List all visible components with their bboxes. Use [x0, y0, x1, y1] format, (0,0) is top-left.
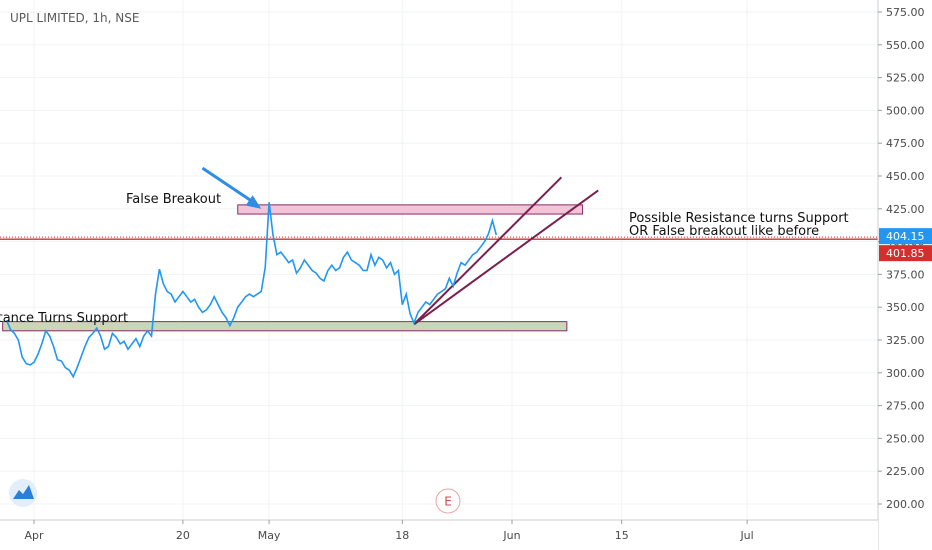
level-price-tag [879, 245, 932, 262]
possible-support-label-line2: OR False breakout like before [629, 224, 819, 239]
price-tick-label: 475.00 [886, 137, 925, 150]
time-tick-label: 20 [176, 529, 190, 542]
price-tick-label: 425.00 [886, 203, 925, 216]
last-price-tag-label: 404.15 [886, 230, 925, 243]
price-series-line [5, 202, 498, 379]
resistance-turns-support-label: Resistance Turns Support [0, 311, 128, 326]
price-tick-label: 375.00 [886, 268, 925, 281]
time-axis[interactable]: Apr 20 May 18 Jun 15 Jul [0, 519, 878, 550]
price-tick-label: 300.00 [886, 367, 925, 380]
time-tick-label: Apr [24, 529, 44, 542]
price-tick-label: 250.00 [886, 432, 925, 445]
trendline [413, 189, 599, 326]
upper-zone [237, 204, 584, 215]
grid [0, 0, 878, 520]
price-axis[interactable]: 575.00 550.00 525.00 500.00 475.00 450.00 425.… [877, 0, 932, 550]
time-tick-label: 18 [395, 529, 409, 542]
chart-title: UPL LIMITED, 1h, NSE [10, 11, 139, 25]
time-tick-label: May [258, 529, 281, 542]
lower-zone [2, 321, 568, 332]
price-tick-label: 525.00 [886, 72, 925, 85]
arrow-annotation [201, 166, 262, 209]
time-tick-label: Jun [502, 529, 520, 542]
false-breakout-label: False Breakout [126, 192, 221, 207]
time-axis-background [0, 520, 878, 550]
price-tags: 404.15 401.85 [879, 228, 932, 262]
price-tick-label: 500.00 [886, 104, 925, 117]
zones [2, 204, 584, 332]
logo-icon [13, 485, 34, 499]
possible-support-label-line1: Possible Resistance turns Support [629, 211, 849, 226]
trendlines [0, 176, 878, 326]
price-tick-label: 225.00 [886, 465, 925, 478]
arrow-head [245, 195, 262, 209]
price-tick-label: 325.00 [886, 334, 925, 347]
price-axis-background [878, 0, 932, 550]
event-marker[interactable]: E [435, 488, 461, 514]
trendline [413, 176, 563, 325]
price-tick-label: 550.00 [886, 39, 925, 52]
price-tick-label: 275.00 [886, 400, 925, 413]
arrow-shaft [201, 166, 253, 203]
tradingview-logo[interactable] [9, 479, 37, 507]
level-price-tag-label: 401.85 [886, 247, 925, 260]
price-tick-label: 450.00 [886, 170, 925, 183]
price-tick-label: 350.00 [886, 301, 925, 314]
time-tick-label: Jul [739, 529, 753, 542]
last-price-tag [879, 228, 932, 245]
time-tick-label: 15 [615, 529, 629, 542]
event-marker-label: E [444, 495, 452, 509]
price-tick-label: 200.00 [886, 498, 925, 511]
price-tick-label: 575.00 [886, 6, 925, 19]
